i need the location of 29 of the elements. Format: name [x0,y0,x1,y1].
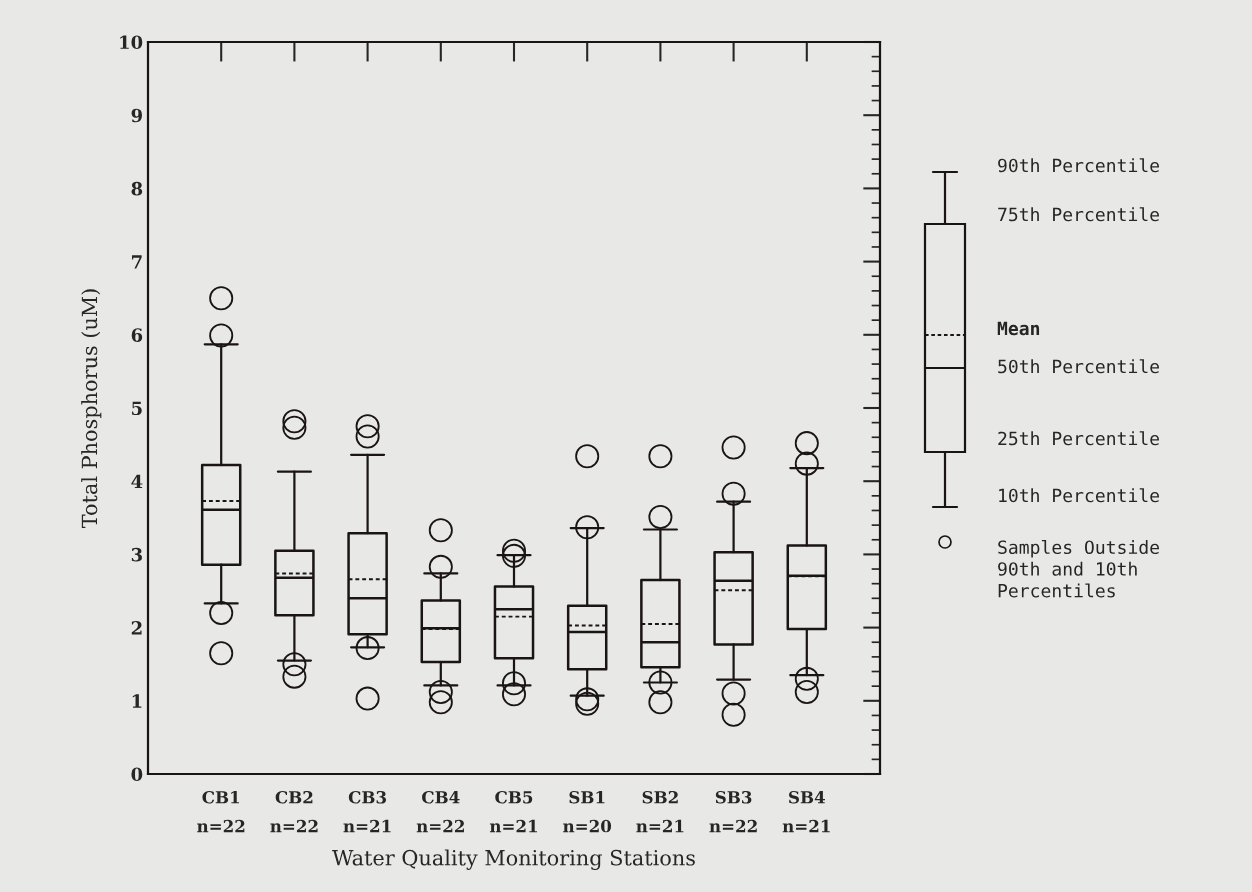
x-axis-title: Water Quality Monitoring Stations [332,849,695,870]
y-tick-label: 0 [131,767,143,782]
x-tick-label: CB4 n=22 [416,790,464,833]
text: Samples Outside 90th and 10th Percentiles [998,540,1159,598]
text: 90th Percentile [998,158,1159,173]
text: 50th Percentile [998,359,1159,374]
text: 75th Percentile [998,207,1159,222]
y-tick-label: 10 [120,35,143,50]
y-tick-label: 6 [131,328,143,342]
x-tick-label: CB3 n=21 [343,790,391,833]
y-tick-label: 9 [131,108,142,123]
text: Mean [997,321,1040,336]
text: 25th Percentile [998,431,1159,446]
x-tick-label: CB5 n=21 [489,790,537,833]
x-tick-label: SB4 n=21 [782,790,830,833]
x-tick-label: SB2 n=21 [636,790,684,833]
x-tick-label: SB1 n=20 [563,790,612,833]
text: 10th Percentile [999,488,1159,503]
y-tick-label: 5 [132,401,142,416]
y-tick-label: 3 [131,547,142,562]
y-tick-label: 1 [132,694,142,708]
y-tick-label: 8 [131,181,143,196]
x-tick-label: CB2 n=22 [270,790,318,833]
y-tick-label: 7 [132,255,142,269]
y-tick-label: 4 [131,474,143,489]
x-tick-label: CB1 n=22 [197,790,245,833]
x-tick-label: SB3 n=22 [709,790,757,833]
y-axis-title: Total Phosphorus (uM) [81,289,102,529]
y-tick-label: 2 [131,621,142,635]
